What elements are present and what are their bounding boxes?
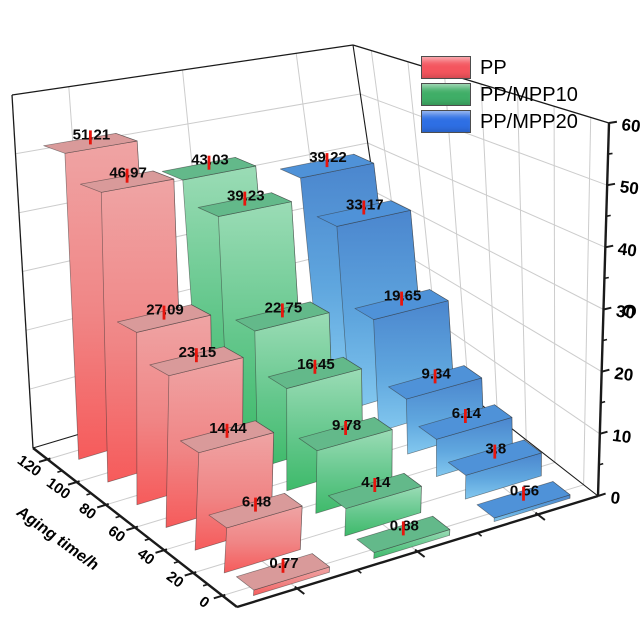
value-labels: 51.2143.0339.2246.9739.2333.1727.0922.75… bbox=[73, 126, 539, 573]
legend-item-pp: PP bbox=[421, 56, 578, 79]
legend-swatch-ppmpp20 bbox=[421, 110, 471, 133]
svg-text:50: 50 bbox=[619, 177, 640, 198]
legend-label-ppmpp20: PP/MPP20 bbox=[480, 110, 578, 133]
legend-label-pp: PP bbox=[480, 56, 507, 79]
svg-text:30: 30 bbox=[615, 302, 636, 323]
svg-text:40: 40 bbox=[134, 545, 157, 569]
svg-text:120: 120 bbox=[14, 452, 44, 480]
svg-text:10: 10 bbox=[611, 426, 632, 447]
legend-item-ppmpp20: PP/MPP20 bbox=[421, 110, 578, 133]
legend-swatch-pp bbox=[421, 56, 471, 79]
legend-swatch-ppmpp10 bbox=[421, 83, 471, 106]
svg-text:100: 100 bbox=[43, 475, 73, 503]
legend-item-ppmpp10: PP/MPP10 bbox=[421, 83, 578, 106]
svg-text:80: 80 bbox=[76, 500, 99, 524]
svg-text:20: 20 bbox=[163, 568, 186, 592]
legend: PP PP/MPP10 PP/MPP20 bbox=[421, 56, 578, 137]
svg-text:60: 60 bbox=[105, 522, 128, 546]
value-axis-title-partial: C bbox=[619, 304, 639, 317]
legend-label-ppmpp10: PP/MPP10 bbox=[480, 83, 578, 106]
svg-text:40: 40 bbox=[617, 239, 638, 260]
svg-text:60: 60 bbox=[621, 115, 640, 136]
svg-text:0: 0 bbox=[610, 488, 622, 508]
bars bbox=[43, 133, 571, 596]
svg-text:20: 20 bbox=[613, 364, 634, 385]
svg-text:0: 0 bbox=[196, 593, 213, 612]
